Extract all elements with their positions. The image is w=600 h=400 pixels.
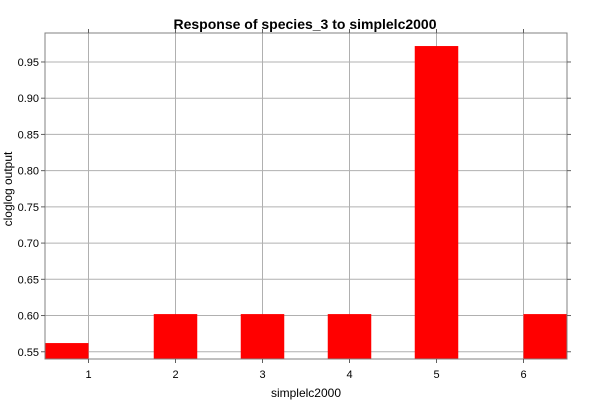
x-axis-ticks: 1 2 3 4 5 6 (85, 29, 527, 381)
x-tick-label: 3 (259, 369, 265, 381)
y-tick-label: 0.70 (18, 238, 39, 250)
x-axis-label: simplelc2000 (271, 386, 341, 400)
bar-2 (153, 314, 198, 359)
plot-frame (44, 32, 568, 360)
y-tick-label: 0.85 (18, 129, 39, 141)
y-tick-label: 0.95 (18, 57, 39, 69)
bar-5 (414, 46, 459, 359)
y-tick-label: 0.60 (18, 311, 39, 323)
y-axis-label: cloglog output (1, 151, 15, 226)
x-tick-label: 4 (346, 369, 352, 381)
bar-3 (240, 314, 285, 359)
bar-4 (327, 314, 372, 359)
bar-6 (523, 314, 567, 359)
y-tick-label: 0.90 (18, 93, 39, 105)
y-tick-label: 0.55 (18, 347, 39, 359)
x-tick-label: 1 (85, 369, 91, 381)
chart-title: Response of species_3 to simplelc2000 (173, 16, 436, 32)
y-axis-ticks: 0.55 0.60 0.65 0.70 0.75 0.80 0.85 0.90 0.95 (18, 57, 571, 359)
x-tick-label: 2 (172, 369, 178, 381)
y-tick-label: 0.75 (18, 202, 39, 214)
bars (45, 46, 567, 359)
y-tick-label: 0.80 (18, 166, 39, 178)
x-tick-label: 6 (520, 369, 526, 381)
x-tick-label: 5 (433, 369, 439, 381)
grid-lines (45, 33, 567, 359)
bar-1 (45, 343, 89, 359)
y-tick-label: 0.65 (18, 274, 39, 286)
